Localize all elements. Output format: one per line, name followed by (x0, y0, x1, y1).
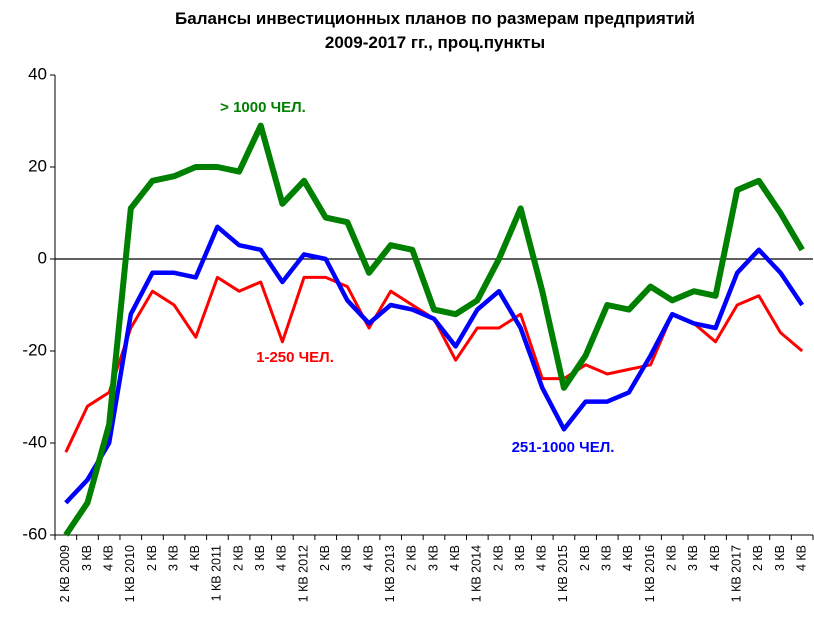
x-tick-label: 1 КВ 2010 (123, 545, 137, 602)
y-tick-label: -20 (22, 340, 47, 359)
x-tick-label: 2 КВ (405, 545, 419, 571)
x-tick-label: 2 КВ (491, 545, 505, 571)
y-tick-label: 20 (28, 156, 47, 175)
x-tick-label: 4 КВ (101, 545, 115, 571)
x-tick-label: 4 КВ (361, 545, 375, 571)
series-line (63, 122, 805, 537)
x-tick-label: 3 КВ (513, 545, 527, 571)
series-label: 1-250 ЧЕЛ. (256, 349, 334, 366)
series-line (64, 224, 805, 505)
series-label: > 1000 ЧЕЛ. (220, 99, 306, 116)
y-tick-label: 40 (28, 64, 47, 83)
x-tick-label: 2 КВ 2009 (58, 545, 72, 602)
x-tick-label: 2 КВ (318, 545, 332, 571)
x-tick-label: 3 КВ (686, 545, 700, 571)
y-tick-label: 0 (38, 248, 47, 267)
x-tick-label: 1 КВ 2017 (729, 545, 743, 602)
chart-title: Балансы инвестиционных планов по размера… (175, 9, 695, 28)
x-tick-label: 3 КВ (253, 545, 267, 571)
x-tick-label: 2 КВ (578, 545, 592, 571)
chart-subtitle: 2009-2017 гг., проц.пункты (325, 33, 545, 52)
x-tick-label: 4 КВ (621, 545, 635, 571)
x-tick-label: 4 КВ (708, 545, 722, 571)
y-tick-label: -60 (22, 524, 47, 543)
x-tick-label: 3 КВ (80, 545, 94, 571)
x-tick-label: 1 КВ 2011 (210, 545, 224, 601)
x-tick-label: 3 КВ (426, 545, 440, 571)
x-tick-label: 1 КВ 2014 (470, 545, 484, 602)
x-tick-label: 4 КВ (275, 545, 289, 571)
x-tick-label: 1 КВ 2016 (643, 545, 657, 602)
series-label: 251-1000 ЧЕЛ. (512, 439, 615, 456)
x-tick-label: 2 КВ (231, 545, 245, 571)
x-tick-label: 3 КВ (340, 545, 354, 571)
x-tick-label: 1 КВ 2015 (556, 545, 570, 602)
x-tick-label: 4 КВ (448, 545, 462, 571)
x-tick-label: 3 КВ (600, 545, 614, 571)
x-tick-label: 2 КВ (145, 545, 159, 571)
y-tick-label: -40 (22, 432, 47, 451)
x-tick-label: 3 КВ (166, 545, 180, 571)
x-tick-label: 4 КВ (794, 545, 808, 571)
x-tick-label: 1 КВ 2012 (296, 545, 310, 602)
x-tick-label: 4 КВ (188, 545, 202, 571)
x-tick-label: 2 КВ (751, 545, 765, 571)
x-tick-label: 2 КВ (665, 545, 679, 571)
x-tick-label: 4 КВ (535, 545, 549, 571)
x-tick-label: 1 КВ 2013 (383, 545, 397, 602)
x-tick-label: 3 КВ (773, 545, 787, 571)
